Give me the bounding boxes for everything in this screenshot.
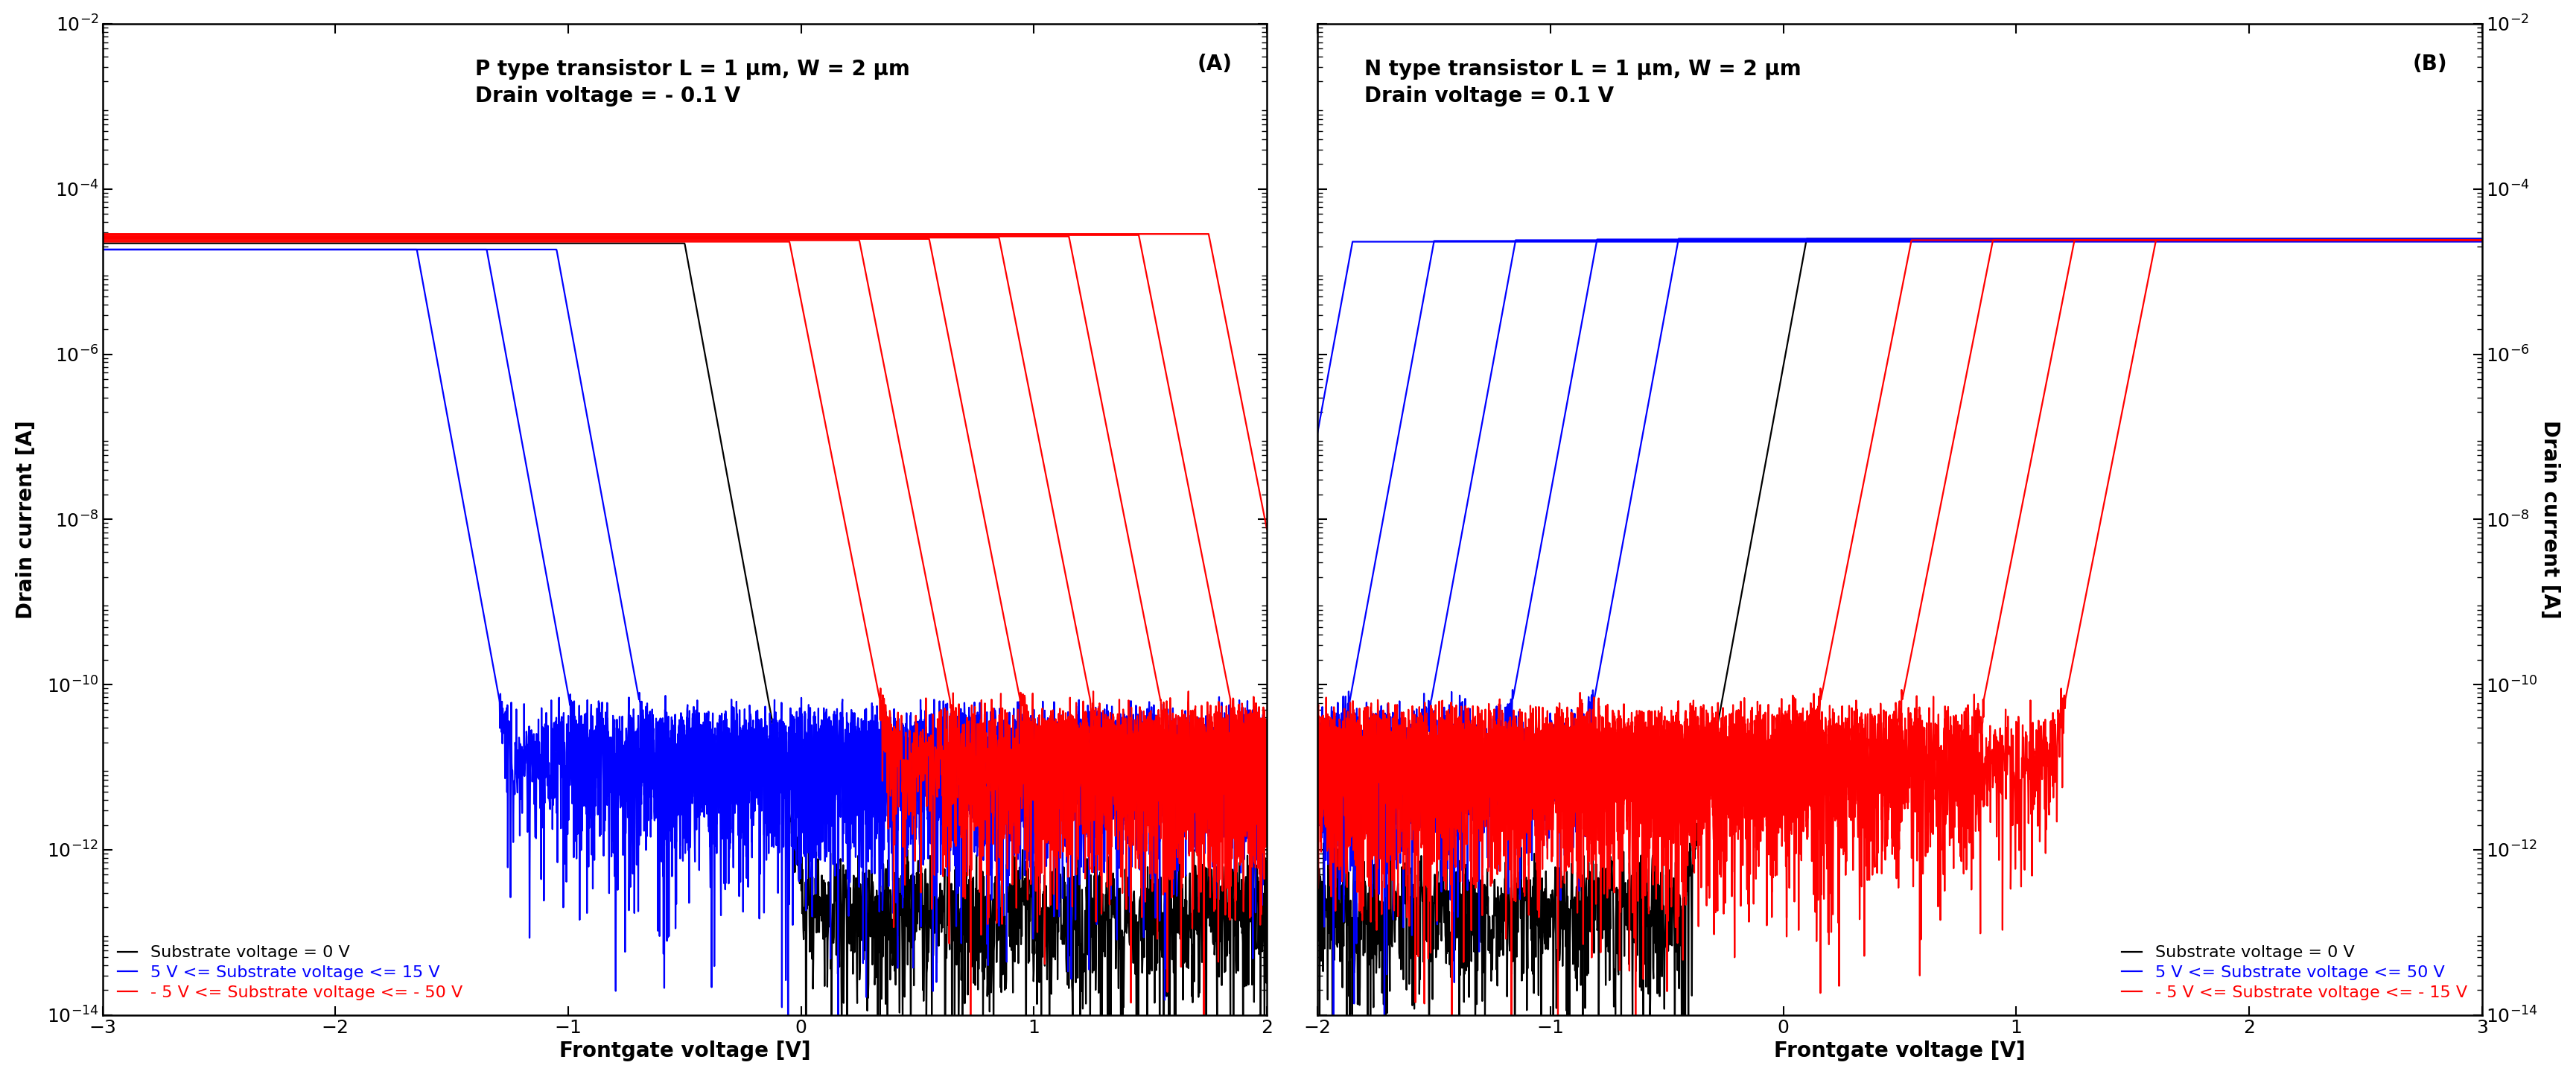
Y-axis label: Drain current [A]: Drain current [A] [2540, 420, 2561, 618]
Legend: Substrate voltage = 0 V, 5 V <= Substrate voltage <= 15 V, - 5 V <= Substrate vo: Substrate voltage = 0 V, 5 V <= Substrat… [111, 939, 469, 1007]
Text: (A): (A) [1198, 54, 1231, 74]
Y-axis label: Drain current [A]: Drain current [A] [15, 420, 36, 618]
X-axis label: Frontgate voltage [V]: Frontgate voltage [V] [1775, 1040, 2025, 1062]
X-axis label: Frontgate voltage [V]: Frontgate voltage [V] [559, 1040, 811, 1062]
Text: N type transistor L = 1 μm, W = 2 μm
Drain voltage = 0.1 V: N type transistor L = 1 μm, W = 2 μm Dra… [1365, 58, 1801, 107]
Text: (B): (B) [2411, 54, 2447, 74]
Text: P type transistor L = 1 μm, W = 2 μm
Drain voltage = - 0.1 V: P type transistor L = 1 μm, W = 2 μm Dra… [474, 58, 909, 107]
Legend: Substrate voltage = 0 V, 5 V <= Substrate voltage <= 50 V, - 5 V <= Substrate vo: Substrate voltage = 0 V, 5 V <= Substrat… [2115, 939, 2473, 1007]
